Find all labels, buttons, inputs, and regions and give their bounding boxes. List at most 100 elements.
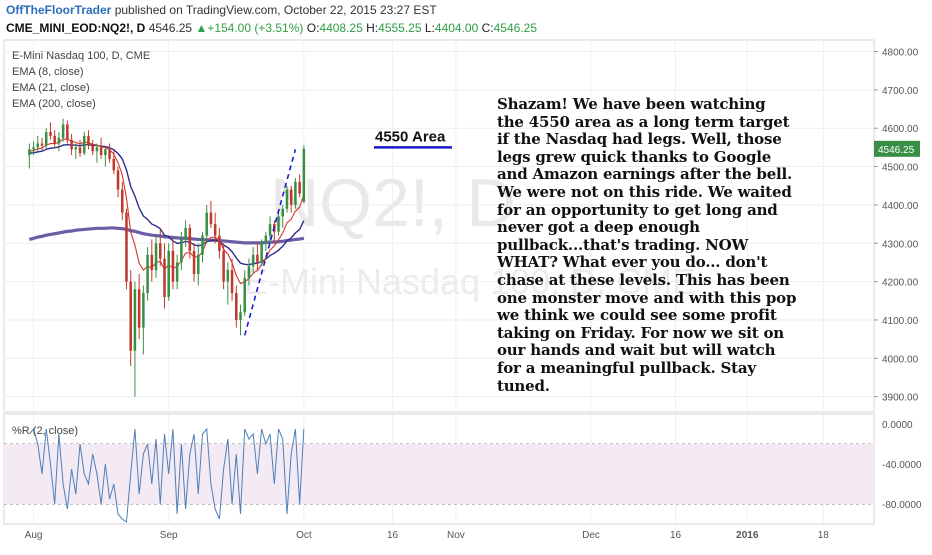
x-tick-label: 16 bbox=[387, 530, 399, 541]
watermark-description: E-Mini Nasdaq 100, D, CME bbox=[244, 261, 696, 302]
high-label: H: bbox=[366, 21, 379, 35]
symbol-name[interactable]: CME_MINI_EOD:NQ2!, D bbox=[6, 21, 146, 35]
open-value: 4408.25 bbox=[319, 21, 363, 35]
y-tick-label: 4600.00 bbox=[882, 124, 919, 135]
candle-body bbox=[222, 250, 225, 282]
candle-body bbox=[294, 181, 297, 205]
candle-body bbox=[158, 243, 162, 259]
time-axis[interactable]: Aug Sep Oct 16 Nov Dec 16 2016 18 bbox=[25, 530, 830, 541]
candle-body bbox=[116, 170, 120, 190]
ema200-path bbox=[28, 226, 305, 245]
x-tick-label: Dec bbox=[582, 530, 600, 541]
candle-body bbox=[188, 227, 192, 251]
author-link[interactable]: OffTheFloorTrader bbox=[6, 3, 112, 17]
wr-path bbox=[28, 427, 305, 523]
legend-title[interactable]: E-Mini Nasdaq 100, D, CME bbox=[12, 50, 151, 62]
ema200-line bbox=[28, 226, 305, 245]
change-value: ▲+154.00 (+3.51%) bbox=[195, 21, 304, 35]
x-tick-label: Sep bbox=[160, 530, 178, 541]
ema8-line bbox=[29, 138, 305, 285]
candle-body bbox=[256, 254, 259, 263]
y-tick-label: 4700.00 bbox=[882, 86, 919, 97]
y-tick-label: 4300.00 bbox=[882, 239, 919, 250]
candle-body bbox=[120, 189, 124, 213]
candle-body bbox=[70, 139, 73, 150]
candle-body bbox=[281, 208, 285, 217]
x-tick-label: 16 bbox=[670, 530, 682, 541]
candle-body bbox=[213, 224, 217, 236]
candle-body bbox=[74, 147, 78, 150]
candle-body bbox=[192, 250, 196, 274]
last-price: 4546.25 bbox=[148, 21, 193, 35]
wr-tick-label: 0.0000 bbox=[882, 420, 913, 431]
candle-body bbox=[146, 254, 149, 294]
y-tick-label: 4200.00 bbox=[882, 278, 919, 289]
candle-body bbox=[264, 235, 268, 244]
legend-ema21[interactable]: EMA (21, close) bbox=[12, 82, 90, 94]
candle-body bbox=[277, 216, 280, 232]
chart-area[interactable]: NQ2!, D E-Mini Nasdaq 100, D, CME 4550 A… bbox=[0, 38, 932, 550]
low-value: 4404.00 bbox=[434, 21, 479, 35]
ema21-path bbox=[29, 143, 305, 266]
legend: E-Mini Nasdaq 100, D, CME EMA (8, close)… bbox=[12, 48, 150, 112]
wr-legend[interactable]: %R (2, close) bbox=[12, 425, 78, 437]
candle-body bbox=[302, 148, 306, 202]
close-value: 4546.25 bbox=[493, 21, 538, 35]
wr-axis[interactable]: 0.0000 -40.0000 -80.0000 bbox=[882, 420, 922, 511]
candle-body bbox=[108, 149, 111, 159]
candle-body bbox=[129, 281, 132, 351]
candle-body bbox=[201, 235, 204, 255]
last-price-tag-label: 4546.25 bbox=[878, 145, 915, 156]
symbol-line: CME_MINI_EOD:NQ2!, D 4546.25 ▲+154.00 (+… bbox=[6, 21, 537, 35]
candle-body bbox=[154, 243, 158, 271]
candle-body bbox=[163, 258, 166, 297]
candle-body bbox=[57, 137, 61, 144]
x-tick-label: 18 bbox=[818, 530, 830, 541]
candle-body bbox=[205, 212, 208, 236]
candle-body bbox=[209, 212, 213, 225]
candle-body bbox=[285, 189, 289, 209]
legend-ema200[interactable]: EMA (200, close) bbox=[12, 98, 96, 110]
candle-body bbox=[289, 189, 293, 205]
candle-body bbox=[78, 147, 82, 154]
x-tick-label: Oct bbox=[296, 530, 312, 541]
price-chart[interactable]: NQ2!, D E-Mini Nasdaq 100, D, CME 4550 A… bbox=[0, 38, 932, 550]
header: OffTheFloorTrader published on TradingVi… bbox=[0, 0, 932, 38]
candle-body bbox=[184, 227, 187, 240]
wr-tick-label: -40.0000 bbox=[882, 460, 922, 471]
candle-body bbox=[61, 124, 65, 138]
y-tick-label: 3900.00 bbox=[882, 393, 919, 404]
candle-body bbox=[91, 145, 94, 152]
candle-body bbox=[137, 289, 141, 328]
candle-body bbox=[260, 243, 263, 263]
y-tick-label: 4500.00 bbox=[882, 163, 919, 174]
candle-body bbox=[226, 270, 230, 282]
x-tick-label: Nov bbox=[447, 530, 465, 541]
candle-body bbox=[87, 135, 90, 146]
price-axis[interactable]: 4800.00 4700.00 4600.00 4500.00 4400.00 4300.… bbox=[874, 48, 920, 404]
annotation-text[interactable]: Shazam! We have been watching the 4550 a… bbox=[497, 95, 797, 395]
candle-body bbox=[268, 224, 272, 236]
watermark-symbol: NQ2!, D bbox=[270, 165, 516, 241]
legend-ema8[interactable]: EMA (8, close) bbox=[12, 66, 84, 78]
candle-body bbox=[99, 147, 103, 156]
candle-body bbox=[235, 293, 238, 320]
y-tick-label: 4800.00 bbox=[882, 48, 919, 59]
candle-body bbox=[125, 212, 128, 282]
y-tick-label: 4100.00 bbox=[882, 316, 919, 327]
candles bbox=[28, 118, 306, 397]
candle-body bbox=[36, 143, 40, 148]
main-pane[interactable] bbox=[3, 39, 875, 413]
open-label: O: bbox=[306, 21, 320, 35]
candle-body bbox=[251, 254, 255, 267]
candle-body bbox=[40, 143, 44, 146]
candle-body bbox=[104, 149, 107, 156]
candle-body bbox=[49, 132, 52, 136]
candle-body bbox=[82, 135, 86, 154]
candle-body bbox=[112, 158, 116, 171]
candle-body bbox=[44, 132, 48, 146]
drawings[interactable]: 4550 Area bbox=[243, 128, 452, 336]
x-tick-label: 2016 bbox=[736, 530, 759, 541]
candle-body bbox=[298, 181, 301, 194]
candle-body bbox=[243, 277, 246, 313]
